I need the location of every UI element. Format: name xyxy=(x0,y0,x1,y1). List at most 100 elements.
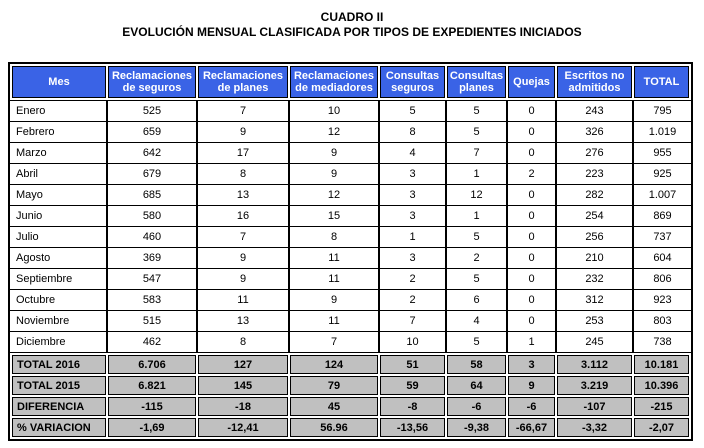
summary-cell: 124 xyxy=(290,355,378,374)
data-cell: 525 xyxy=(108,101,196,121)
summary-cell: 59 xyxy=(380,376,445,395)
summary-cell: -215 xyxy=(634,397,689,416)
data-cell: 685 xyxy=(108,185,196,205)
data-cell: 245 xyxy=(557,332,632,352)
data-cell: 0 xyxy=(508,122,555,142)
data-cell: 925 xyxy=(634,164,691,184)
data-cell: 795 xyxy=(634,101,691,121)
data-cell: 11 xyxy=(290,269,378,289)
summary-label-diferencia: DIFERENCIA xyxy=(12,397,106,416)
data-cell: 223 xyxy=(557,164,632,184)
data-cell: 210 xyxy=(557,248,632,268)
data-cell: 10 xyxy=(380,332,445,352)
data-cell: 1 xyxy=(447,164,506,184)
data-cell: 0 xyxy=(508,248,555,268)
data-cell: 8 xyxy=(198,164,288,184)
data-cell: 955 xyxy=(634,143,691,163)
summary-cell: 6.706 xyxy=(108,355,196,374)
summary-label-variacion: % VARIACION xyxy=(12,418,106,437)
data-cell: 9 xyxy=(198,122,288,142)
data-cell: 2 xyxy=(380,290,445,310)
column-header-reclamaciones-de-seguros: Reclamaciones de seguros xyxy=(108,66,196,98)
data-cell: 7 xyxy=(447,143,506,163)
data-cell: 1.019 xyxy=(634,122,691,142)
data-cell: 5 xyxy=(447,101,506,121)
data-cell: 0 xyxy=(508,101,555,121)
data-cell: 5 xyxy=(447,332,506,352)
data-cell: 3 xyxy=(380,164,445,184)
data-cell: 580 xyxy=(108,206,196,226)
summary-cell: 145 xyxy=(198,376,288,395)
data-cell: 0 xyxy=(508,290,555,310)
month-label-julio: Julio xyxy=(10,227,106,247)
summary-cell: -107 xyxy=(557,397,632,416)
summary-cell: 127 xyxy=(198,355,288,374)
data-cell: 8 xyxy=(198,332,288,352)
data-cell: 2 xyxy=(447,248,506,268)
summary-cell: -8 xyxy=(380,397,445,416)
table-summary-grid: TOTAL 2016 6.706 127 124 51 58 3 3.112 10.181 TOT… xyxy=(10,353,691,439)
data-cell: 5 xyxy=(447,227,506,247)
data-cell: 869 xyxy=(634,206,691,226)
data-cell: 1 xyxy=(380,227,445,247)
column-header-consultas-planes: Consultas planes xyxy=(447,66,506,98)
summary-cell: 79 xyxy=(290,376,378,395)
data-cell: 462 xyxy=(108,332,196,352)
summary-label-total-2016: TOTAL 2016 xyxy=(12,355,106,374)
data-cell: 547 xyxy=(108,269,196,289)
data-cell: 738 xyxy=(634,332,691,352)
summary-cell: 45 xyxy=(290,397,378,416)
summary-cell: -6 xyxy=(447,397,506,416)
title-line-2: EVOLUCIÓN MENSUAL CLASIFICADA POR TIPOS … xyxy=(122,25,582,39)
summary-cell: -2,07 xyxy=(634,418,689,437)
data-cell: 2 xyxy=(380,269,445,289)
data-cell: 2 xyxy=(508,164,555,184)
month-label-agosto: Agosto xyxy=(10,248,106,268)
data-cell: 3 xyxy=(380,248,445,268)
summary-cell: -13,56 xyxy=(380,418,445,437)
data-cell: 17 xyxy=(198,143,288,163)
data-cell: 6 xyxy=(447,290,506,310)
summary-cell: 58 xyxy=(447,355,506,374)
summary-cell: -115 xyxy=(108,397,196,416)
summary-cell: -66,67 xyxy=(508,418,555,437)
data-cell: 9 xyxy=(198,269,288,289)
summary-cell: -6 xyxy=(508,397,555,416)
table-data-grid: Enero 525 7 10 5 5 0 243 795 Febrero 659 9 12 8 5 0 326 1… xyxy=(10,100,691,353)
summary-cell: 10.396 xyxy=(634,376,689,395)
data-cell: 9 xyxy=(198,248,288,268)
summary-cell: 51 xyxy=(380,355,445,374)
column-header-quejas: Quejas xyxy=(508,66,555,98)
data-cell: 256 xyxy=(557,227,632,247)
data-cell: 659 xyxy=(108,122,196,142)
month-label-diciembre: Diciembre xyxy=(10,332,106,352)
data-cell: 253 xyxy=(557,311,632,331)
data-cell: 5 xyxy=(447,122,506,142)
summary-cell: -12,41 xyxy=(198,418,288,437)
data-cell: 9 xyxy=(290,143,378,163)
data-cell: 369 xyxy=(108,248,196,268)
summary-cell: 10.181 xyxy=(634,355,689,374)
month-label-enero: Enero xyxy=(10,101,106,121)
data-cell: 1.007 xyxy=(634,185,691,205)
month-label-marzo: Marzo xyxy=(10,143,106,163)
data-cell: 1 xyxy=(508,332,555,352)
data-cell: 3 xyxy=(380,206,445,226)
data-cell: 583 xyxy=(108,290,196,310)
data-cell: 8 xyxy=(290,227,378,247)
summary-cell: 3 xyxy=(508,355,555,374)
month-label-abril: Abril xyxy=(10,164,106,184)
data-cell: 254 xyxy=(557,206,632,226)
data-cell: 11 xyxy=(290,248,378,268)
data-cell: 7 xyxy=(198,227,288,247)
month-label-octubre: Octubre xyxy=(10,290,106,310)
data-cell: 604 xyxy=(634,248,691,268)
column-header-reclamaciones-de-planes: Reclamaciones de planes xyxy=(198,66,288,98)
data-cell: 13 xyxy=(198,185,288,205)
data-cell: 10 xyxy=(290,101,378,121)
summary-cell: -1,69 xyxy=(108,418,196,437)
summary-cell: -9,38 xyxy=(447,418,506,437)
data-cell: 923 xyxy=(634,290,691,310)
data-cell: 232 xyxy=(557,269,632,289)
month-label-febrero: Febrero xyxy=(10,122,106,142)
